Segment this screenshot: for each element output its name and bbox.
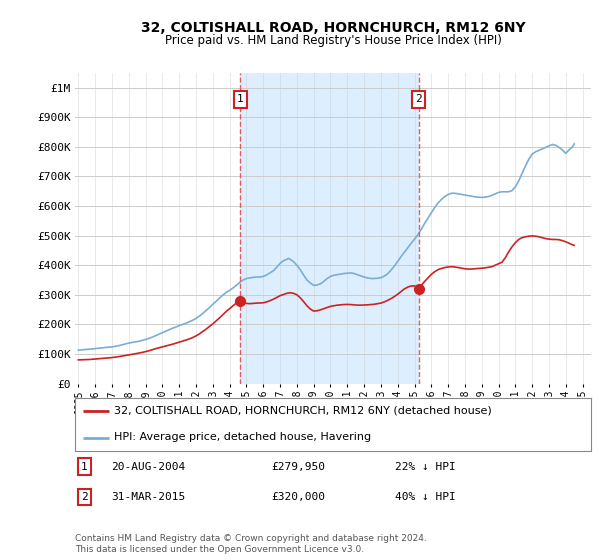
- Text: 20-AUG-2004: 20-AUG-2004: [111, 461, 185, 472]
- Text: 2: 2: [81, 492, 88, 502]
- Bar: [241, 73, 419, 384]
- Text: HPI: Average price, detached house, Havering: HPI: Average price, detached house, Have…: [114, 432, 371, 442]
- Text: 2: 2: [415, 95, 422, 105]
- Text: 22% ↓ HPI: 22% ↓ HPI: [395, 461, 455, 472]
- Text: 1: 1: [237, 95, 244, 105]
- Text: 31-MAR-2015: 31-MAR-2015: [111, 492, 185, 502]
- Text: 32, COLTISHALL ROAD, HORNCHURCH, RM12 6NY (detached house): 32, COLTISHALL ROAD, HORNCHURCH, RM12 6N…: [114, 406, 491, 416]
- Text: 1: 1: [81, 461, 88, 472]
- Text: Price paid vs. HM Land Registry's House Price Index (HPI): Price paid vs. HM Land Registry's House …: [164, 34, 502, 46]
- Text: Contains HM Land Registry data © Crown copyright and database right 2024.
This d: Contains HM Land Registry data © Crown c…: [75, 534, 427, 554]
- Text: 40% ↓ HPI: 40% ↓ HPI: [395, 492, 455, 502]
- Text: £320,000: £320,000: [271, 492, 325, 502]
- Text: 32, COLTISHALL ROAD, HORNCHURCH, RM12 6NY: 32, COLTISHALL ROAD, HORNCHURCH, RM12 6N…: [140, 21, 526, 35]
- Text: £279,950: £279,950: [271, 461, 325, 472]
